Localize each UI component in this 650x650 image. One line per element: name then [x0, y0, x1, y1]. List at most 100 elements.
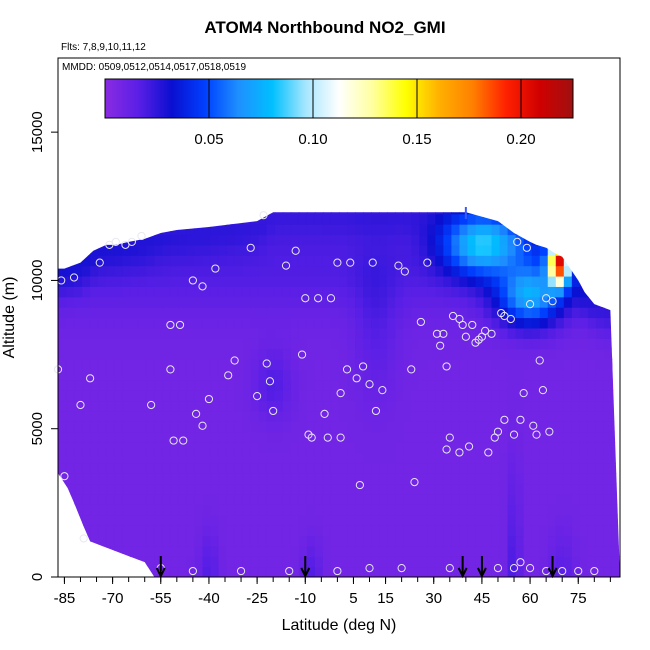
heatmap-cell	[347, 193, 356, 204]
heatmap-cell	[298, 359, 308, 370]
heatmap-cell	[459, 556, 469, 568]
heatmap-cell	[290, 296, 300, 308]
heatmap-cell	[492, 193, 501, 204]
heatmap-cell	[282, 296, 292, 308]
heatmap-cell	[515, 514, 525, 526]
heatmap-cell	[202, 296, 212, 308]
heatmap-cell	[106, 483, 115, 495]
heatmap-cell	[507, 566, 517, 577]
heatmap-cell	[162, 286, 171, 298]
heatmap-cell	[483, 379, 493, 391]
heatmap-cell	[539, 452, 549, 464]
heatmap-cell	[138, 369, 147, 381]
heatmap-cell	[258, 379, 268, 391]
heatmap-cell	[467, 556, 477, 568]
heatmap-cell	[419, 255, 428, 267]
heatmap-cell	[403, 390, 412, 402]
heatmap-cell	[475, 556, 485, 568]
heatmap-cell	[114, 421, 123, 433]
heatmap-cell	[154, 265, 163, 277]
heatmap-cell	[106, 348, 115, 360]
heatmap-cell	[162, 379, 171, 391]
heatmap-cell	[524, 183, 533, 194]
heatmap-cell	[282, 421, 292, 433]
heatmap-cell	[146, 545, 155, 557]
heatmap-cell	[234, 213, 244, 225]
heatmap-cell	[330, 421, 340, 433]
heatmap-cell	[138, 275, 147, 287]
heatmap-cell	[298, 348, 308, 360]
observation-point	[95, 258, 104, 267]
heatmap-cell	[218, 286, 228, 298]
heatmap-cell	[234, 224, 244, 236]
heatmap-cell	[90, 317, 99, 329]
heatmap-cell	[186, 193, 195, 204]
heatmap-cell	[507, 348, 517, 360]
heatmap-cell	[258, 307, 268, 319]
heatmap-cell	[451, 473, 461, 485]
heatmap-cell	[266, 566, 276, 577]
heatmap-cell	[347, 431, 356, 443]
heatmap-cell	[371, 390, 380, 402]
heatmap-cell	[555, 462, 565, 474]
heatmap-cell	[82, 390, 91, 402]
heatmap-cell	[603, 390, 613, 402]
heatmap-cell	[347, 379, 356, 391]
heatmap-cell	[451, 286, 461, 298]
heatmap-cell	[603, 327, 613, 339]
heatmap-cell	[587, 327, 597, 339]
heatmap-cell	[154, 317, 163, 329]
heatmap-cell	[266, 410, 276, 422]
heatmap-cell	[571, 338, 581, 350]
heatmap-cell	[114, 452, 123, 464]
heatmap-cell	[170, 493, 180, 505]
heatmap-cell	[403, 193, 412, 204]
heatmap-cell	[138, 556, 147, 568]
heatmap-cell	[106, 390, 115, 402]
heatmap-cell	[483, 275, 493, 287]
heatmap-cell	[250, 462, 260, 474]
heatmap-cell	[227, 183, 236, 194]
heatmap-cell	[306, 359, 316, 370]
heatmap-cell	[491, 462, 501, 474]
heatmap-cell	[339, 307, 348, 319]
heatmap-cell	[306, 493, 316, 505]
heatmap-cell	[226, 535, 236, 547]
heatmap-cell	[266, 504, 276, 516]
heatmap-cell	[114, 379, 123, 391]
heatmap-cell	[322, 390, 332, 402]
heatmap-cell	[563, 327, 573, 339]
heatmap-cell	[138, 307, 147, 319]
heatmap-cell	[98, 442, 107, 454]
heatmap-cell	[539, 525, 549, 537]
heatmap-cell	[387, 390, 396, 402]
heatmap-cell	[499, 452, 509, 464]
heatmap-cell	[419, 338, 428, 350]
heatmap-cell	[178, 359, 188, 370]
observation-point	[365, 564, 374, 573]
heatmap-cell	[274, 452, 284, 464]
heatmap-cell	[523, 359, 533, 370]
heatmap-cell	[379, 338, 388, 350]
heatmap-cell	[58, 442, 67, 454]
heatmap-cell	[306, 379, 316, 391]
heatmap-cell	[379, 265, 388, 277]
heatmap-cell	[243, 183, 252, 194]
heatmap-cell	[475, 452, 485, 464]
heatmap-cell	[114, 504, 123, 516]
heatmap-cell	[162, 525, 171, 537]
observation-point	[464, 442, 474, 451]
heatmap-cell	[290, 545, 300, 557]
observation-point	[333, 258, 342, 267]
heatmap-cell	[467, 566, 477, 577]
heatmap-cell	[515, 535, 525, 547]
heatmap-cell	[475, 317, 485, 329]
heatmap-cell	[595, 431, 605, 443]
heatmap-cell	[122, 400, 131, 412]
heatmap-cell	[130, 212, 139, 215]
heatmap-cell	[138, 504, 147, 516]
heatmap-cell	[290, 244, 300, 256]
heatmap-cell	[419, 535, 428, 547]
heatmap-cell	[106, 193, 115, 204]
heatmap-cell	[298, 213, 308, 225]
